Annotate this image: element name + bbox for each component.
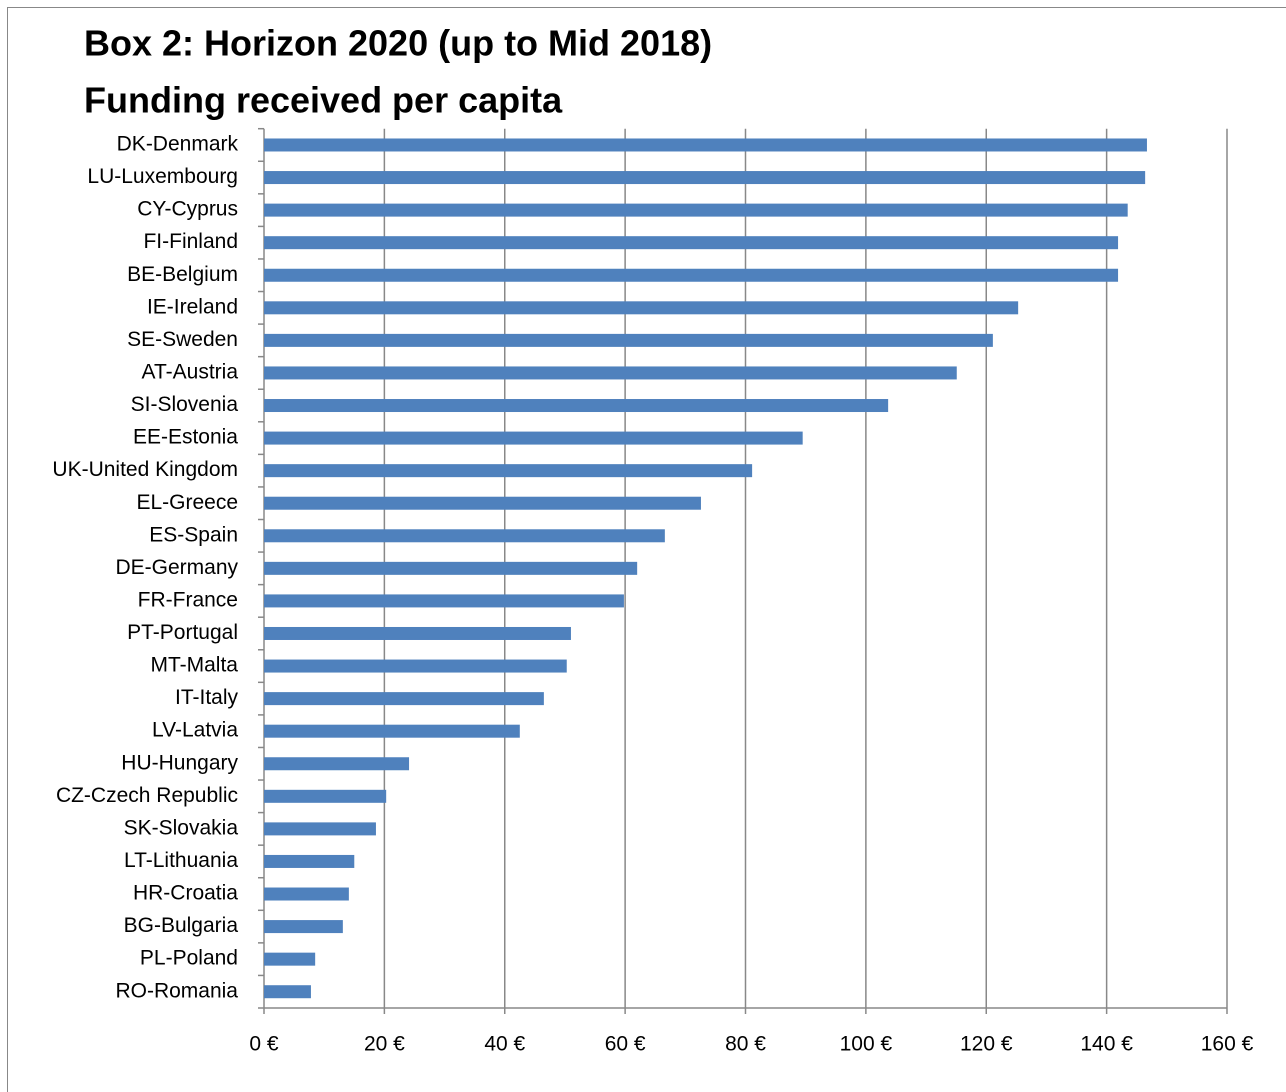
y-tick-label: ES-Spain — [149, 523, 238, 546]
y-tick-label: SK-Slovakia — [124, 816, 239, 839]
y-tick-label: LV-Latvia — [152, 719, 238, 742]
x-tick-label: 100 € — [840, 1033, 893, 1056]
chart-title: Box 2: Horizon 2020 (up to Mid 2018) — [84, 23, 712, 64]
bar — [264, 659, 567, 673]
y-tick-label: AT-Austria — [142, 360, 239, 383]
bar — [264, 496, 701, 510]
y-tick-label: IT-Italy — [175, 686, 239, 709]
y-tick-label: EL-Greece — [136, 491, 238, 514]
y-tick-label: DK-Denmark — [117, 133, 239, 156]
bar — [264, 854, 355, 868]
bar — [264, 171, 1146, 185]
y-tick-label: FI-Finland — [143, 230, 238, 253]
bar — [264, 333, 993, 347]
x-tick-label: 80 € — [725, 1033, 766, 1056]
x-tick-label: 0 € — [249, 1033, 279, 1056]
bar — [264, 138, 1147, 152]
bar — [264, 529, 665, 543]
x-tick-label: 60 € — [605, 1033, 646, 1056]
bar — [264, 301, 1019, 315]
bar — [264, 626, 571, 640]
y-tick-label: SE-Sweden — [127, 328, 238, 351]
bar — [264, 822, 376, 836]
bar — [264, 236, 1119, 250]
y-tick-label: UK-United Kingdom — [52, 458, 238, 481]
bar — [264, 789, 387, 803]
y-tick-label: PL-Poland — [140, 947, 238, 970]
x-tick-label: 120 € — [960, 1033, 1013, 1056]
bar — [264, 203, 1128, 217]
frame — [7, 7, 1286, 1092]
x-tick-label: 20 € — [364, 1033, 405, 1056]
y-tick-label: PT-Portugal — [127, 621, 238, 644]
y-tick-label: DE-Germany — [115, 556, 238, 579]
y-tick-label: CZ-Czech Republic — [56, 784, 238, 807]
bar — [264, 268, 1119, 282]
x-tick-label: 160 € — [1201, 1033, 1254, 1056]
y-tick-label: FR-France — [138, 588, 238, 611]
y-tick-label: CY-Cyprus — [137, 198, 238, 221]
y-tick-label: EE-Estonia — [133, 426, 238, 449]
y-tick-label: HU-Hungary — [121, 751, 238, 774]
y-tick-label: RO-Romania — [115, 979, 238, 1002]
bar — [264, 985, 311, 999]
y-tick-label: LT-Lithuania — [124, 849, 238, 872]
y-tick-label: HR-Croatia — [133, 882, 238, 905]
y-tick-label: BE-Belgium — [127, 263, 238, 286]
y-tick-label: LU-Luxembourg — [87, 165, 238, 188]
bar — [264, 757, 410, 771]
y-tick-label: IE-Ireland — [147, 295, 238, 318]
bar — [264, 399, 889, 413]
bar — [264, 594, 624, 608]
bar — [264, 366, 957, 380]
y-tick-label: BG-Bulgaria — [124, 914, 239, 937]
bar — [264, 887, 349, 901]
y-tick-label: MT-Malta — [150, 654, 238, 677]
bar — [264, 920, 343, 934]
bar — [264, 724, 520, 738]
x-tick-label: 40 € — [484, 1033, 525, 1056]
bar — [264, 692, 544, 706]
bar — [264, 431, 803, 445]
chart-subtitle: Funding received per capita — [84, 80, 563, 121]
y-tick-label: SI-Slovenia — [131, 393, 239, 416]
bar — [264, 952, 316, 966]
bar — [264, 464, 753, 478]
bar — [264, 561, 638, 575]
x-tick-label: 140 € — [1080, 1033, 1133, 1056]
